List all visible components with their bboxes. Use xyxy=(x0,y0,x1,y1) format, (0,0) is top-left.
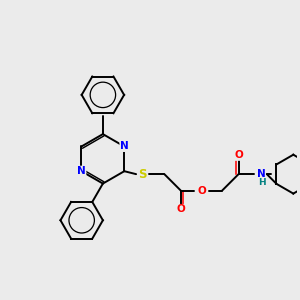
Text: N: N xyxy=(77,166,86,176)
Text: N: N xyxy=(256,169,265,179)
Text: O: O xyxy=(234,150,243,160)
Text: S: S xyxy=(138,168,146,181)
Text: O: O xyxy=(176,205,185,214)
Text: N: N xyxy=(120,142,129,152)
Text: O: O xyxy=(197,186,206,196)
Text: H: H xyxy=(258,178,266,187)
